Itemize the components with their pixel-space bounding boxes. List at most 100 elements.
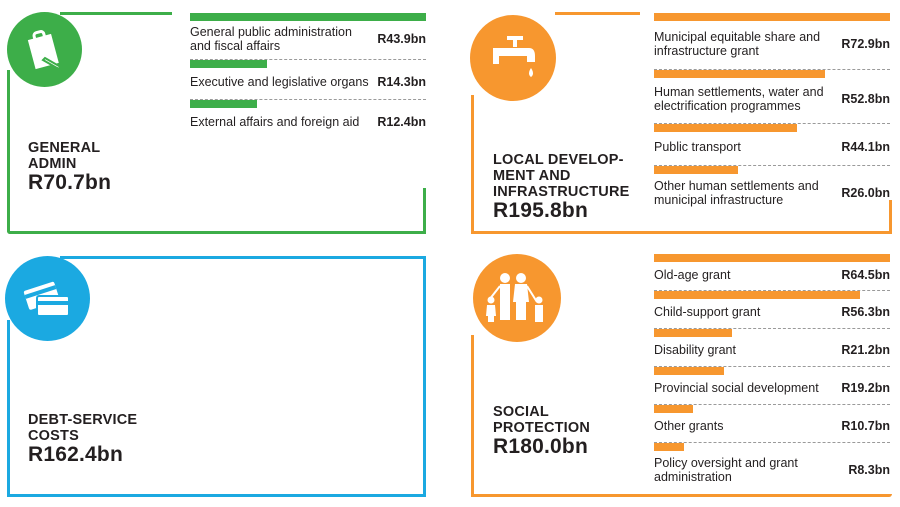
family-icon [486, 273, 543, 322]
bar-value-label: R72.9bn [841, 36, 890, 51]
bar-value-label: R52.8bn [841, 92, 890, 106]
category-icon-circle [473, 254, 561, 342]
title-line: LOCAL DEVELOP- [493, 152, 624, 168]
title-line: PROTECTION [493, 420, 591, 436]
bar [654, 291, 860, 299]
bar [654, 166, 739, 174]
bar-label: Child-support grant [654, 305, 761, 319]
bar-text: Other human settlements and municipal in… [654, 174, 890, 216]
bar-text: Municipal equitable share and infrastruc… [654, 21, 890, 70]
bar-row: Public transport R44.1bn [654, 124, 890, 166]
bar-value-label: R10.7bn [841, 419, 890, 433]
bar-text: Human settlements, water and electrifica… [654, 78, 890, 124]
border [7, 231, 426, 234]
bar-label: Other human settlements and municipal in… [654, 179, 819, 207]
border [471, 494, 892, 497]
bar-text: General public administration and fiscal… [190, 21, 426, 60]
bar-label: Disability grant [654, 343, 736, 357]
credit-cards-icon [23, 281, 70, 317]
bar-row: External affairs and foreign aid R12.4bn [190, 100, 426, 140]
bar-row: Child-support grant R56.3bn [654, 291, 890, 329]
bar-text: Old-age grant R64.5bn [654, 262, 890, 291]
bar-value-label: R8.3bn [848, 463, 890, 477]
border [423, 256, 426, 497]
border [7, 494, 426, 497]
border [423, 188, 426, 234]
bar [654, 329, 732, 337]
bar-text: Policy oversight and grant administratio… [654, 451, 890, 493]
border [471, 95, 474, 234]
bar-label: Old-age grant [654, 267, 731, 282]
title-line: INFRASTRUCTURE [493, 184, 630, 200]
border [7, 320, 10, 497]
category-total: R180.0bn [493, 435, 588, 458]
bar-value-label: R44.1bn [841, 140, 890, 154]
breakdown-list: General public administration and fiscal… [190, 13, 426, 140]
bar-value-label: R14.3bn [377, 75, 426, 89]
category-title: LOCAL DEVELOP- MENT AND INFRASTRUCTURE R… [493, 152, 630, 222]
category-total: R195.8bn [493, 199, 588, 222]
bar-label: Executive and legislative organs [190, 75, 369, 89]
bar-row: Other grants R10.7bn [654, 405, 890, 443]
bar-row: Municipal equitable share and infrastruc… [654, 13, 890, 70]
bar [654, 70, 825, 78]
category-title: SOCIAL PROTECTION R180.0bn [493, 404, 590, 458]
category-icon-circle [470, 15, 556, 101]
bar-text: Provincial social development R19.2bn [654, 375, 890, 405]
bar [654, 367, 725, 375]
breakdown-list: Old-age grant R64.5bn Child-support grant R… [654, 254, 890, 493]
bar-row: General public administration and fiscal… [190, 13, 426, 60]
border [60, 12, 172, 15]
bar-label: Provincial social development [654, 381, 819, 395]
bar-row: Executive and legislative organs R14.3bn [190, 60, 426, 100]
bar-label: Human settlements, water and electrifica… [654, 85, 824, 113]
bar-value-label: R64.5bn [841, 267, 890, 282]
bar [190, 60, 267, 68]
border [889, 200, 892, 234]
border [60, 256, 426, 259]
category-title: DEBT-SERVICE COSTS R162.4bn [28, 412, 137, 466]
breakdown-list: Municipal equitable share and infrastruc… [654, 13, 890, 216]
bar-row: Disability grant R21.2bn [654, 329, 890, 367]
bar [190, 13, 426, 21]
bar-text: Public transport R44.1bn [654, 132, 890, 166]
bar [654, 124, 797, 132]
bar-text: Disability grant R21.2bn [654, 337, 890, 367]
bar [190, 100, 257, 108]
water-tap-icon [493, 36, 535, 77]
border [471, 231, 892, 234]
border [555, 12, 640, 15]
bar-text: External affairs and foreign aid R12.4bn [190, 108, 426, 140]
bar-label: Other grants [654, 419, 724, 433]
category-total: R70.7bn [28, 171, 112, 194]
title-line: MENT AND [493, 168, 571, 184]
bar-value-label: R19.2bn [841, 381, 890, 395]
bar-text: Other grants R10.7bn [654, 413, 890, 443]
bar-value-label: R26.0bn [841, 186, 890, 200]
bar [654, 13, 890, 21]
bar [654, 254, 890, 262]
category-title: GENERAL ADMIN R70.7bn [28, 140, 111, 194]
bar-label: External affairs and foreign aid [190, 115, 360, 129]
bar-value-label: R12.4bn [377, 115, 426, 129]
bar [654, 405, 694, 413]
category-icon-circle [5, 256, 90, 341]
clipboard-pen-icon [27, 29, 64, 71]
category-icon-circle [7, 12, 82, 87]
category-total: R162.4bn [28, 443, 123, 466]
bar-label: General public administration and fiscal… [190, 24, 352, 53]
bar-label: Public transport [654, 140, 741, 154]
bar-row: Human settlements, water and electrifica… [654, 70, 890, 124]
bar-row: Old-age grant R64.5bn [654, 254, 890, 291]
bar-row: Other human settlements and municipal in… [654, 166, 890, 216]
bar-row: Policy oversight and grant administratio… [654, 443, 890, 493]
bar-label: Municipal equitable share and infrastruc… [654, 29, 821, 58]
bar-value-label: R43.9bn [377, 31, 426, 46]
border [7, 70, 10, 234]
border [471, 335, 474, 497]
bar-row: Provincial social development R19.2bn [654, 367, 890, 405]
title-line: COSTS [28, 428, 79, 444]
bar-label: Policy oversight and grant administratio… [654, 456, 798, 484]
bar-text: Executive and legislative organs R14.3bn [190, 68, 426, 100]
bar-value-label: R21.2bn [841, 343, 890, 357]
